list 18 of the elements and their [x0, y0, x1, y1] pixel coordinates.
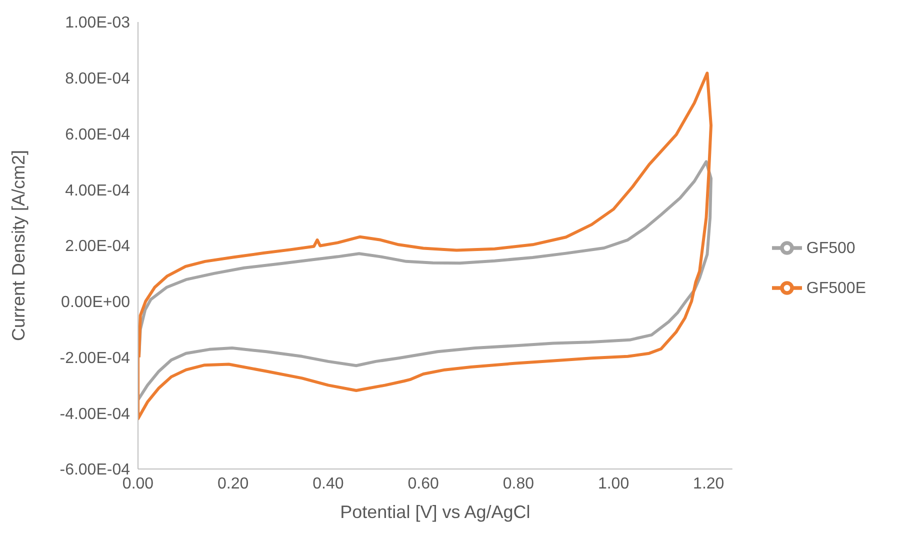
x-tick-label: 0.40 — [312, 475, 344, 492]
x-tick-label: 0.80 — [502, 475, 534, 492]
y-tick-label: -4.00E-04 — [60, 406, 130, 423]
y-tick-label: -2.00E-04 — [60, 350, 130, 367]
x-tick-label: 0.20 — [218, 475, 249, 492]
y-tick-label: 4.00E-04 — [65, 182, 130, 200]
y-axis-title: Current Density [A/cm2] — [8, 150, 28, 342]
x-tick-label: 1.20 — [693, 475, 724, 492]
y-tick-label: 8.00E-04 — [65, 70, 130, 88]
y-tick-label: 2.00E-04 — [65, 238, 130, 256]
x-tick-label: 1.00 — [598, 475, 630, 492]
x-tick-label: 0.60 — [408, 475, 439, 492]
y-tick-label: 1.00E-03 — [65, 14, 130, 32]
y-tick-label: 0.00E+00 — [61, 294, 130, 312]
legend-label: GF500 — [806, 240, 856, 256]
y-tick-label: 6.00E-04 — [65, 126, 130, 144]
x-axis-title: Potential [V] vs Ag/AgCl — [340, 502, 530, 522]
legend-label: GF500E — [806, 280, 866, 296]
